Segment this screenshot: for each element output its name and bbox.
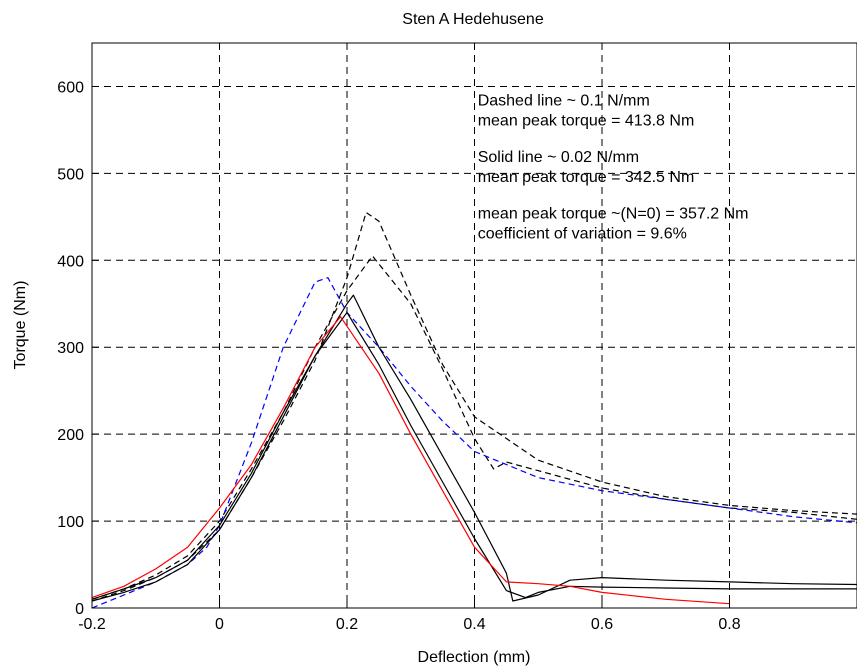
y-axis-label: Torque (Nm) bbox=[12, 281, 29, 370]
series-line-6 bbox=[91, 316, 730, 605]
grid bbox=[92, 43, 857, 608]
chart-title: Sten A Hedehusene bbox=[402, 11, 544, 28]
x-axis-label: Deflection (mm) bbox=[418, 649, 531, 666]
series-line-4 bbox=[91, 294, 857, 602]
y-tick-label: 0 bbox=[75, 601, 84, 618]
x-tick-label: 0.4 bbox=[463, 616, 485, 633]
series-line-1 bbox=[91, 211, 857, 602]
x-tick-label: -0.2 bbox=[78, 616, 106, 633]
y-tick-label: 600 bbox=[57, 79, 84, 96]
y-tick-label: 200 bbox=[57, 427, 84, 444]
annotation-text: Dashed line ~ 0.1 N/mm bbox=[478, 93, 650, 110]
x-tick-label: 0.2 bbox=[336, 616, 358, 633]
annotation-text: mean peak torque = 413.8 Nm bbox=[478, 113, 695, 130]
y-tick-label: 500 bbox=[57, 166, 84, 183]
series-line-2 bbox=[91, 255, 857, 600]
y-tick-label: 400 bbox=[57, 253, 84, 270]
y-tick-label: 100 bbox=[57, 514, 84, 531]
data-series bbox=[91, 211, 857, 609]
annotation-text: mean peak torque ~(N=0) = 357.2 Nm bbox=[478, 206, 749, 223]
annotation-text: Solid line ~ 0.02 N/mm bbox=[478, 149, 639, 166]
x-tick-label: 0 bbox=[215, 616, 224, 633]
series-line-5 bbox=[91, 311, 857, 600]
x-tick-label: 0.8 bbox=[718, 616, 740, 633]
x-tick-label: 0.6 bbox=[591, 616, 613, 633]
y-tick-label: 300 bbox=[57, 340, 84, 357]
annotations: Dashed line ~ 0.1 N/mm mean peak torque =… bbox=[478, 93, 749, 243]
annotation-text: mean peak torque = 342.5 Nm bbox=[478, 169, 695, 186]
annotation-text: coefficient of variation = 9.6% bbox=[478, 226, 687, 243]
